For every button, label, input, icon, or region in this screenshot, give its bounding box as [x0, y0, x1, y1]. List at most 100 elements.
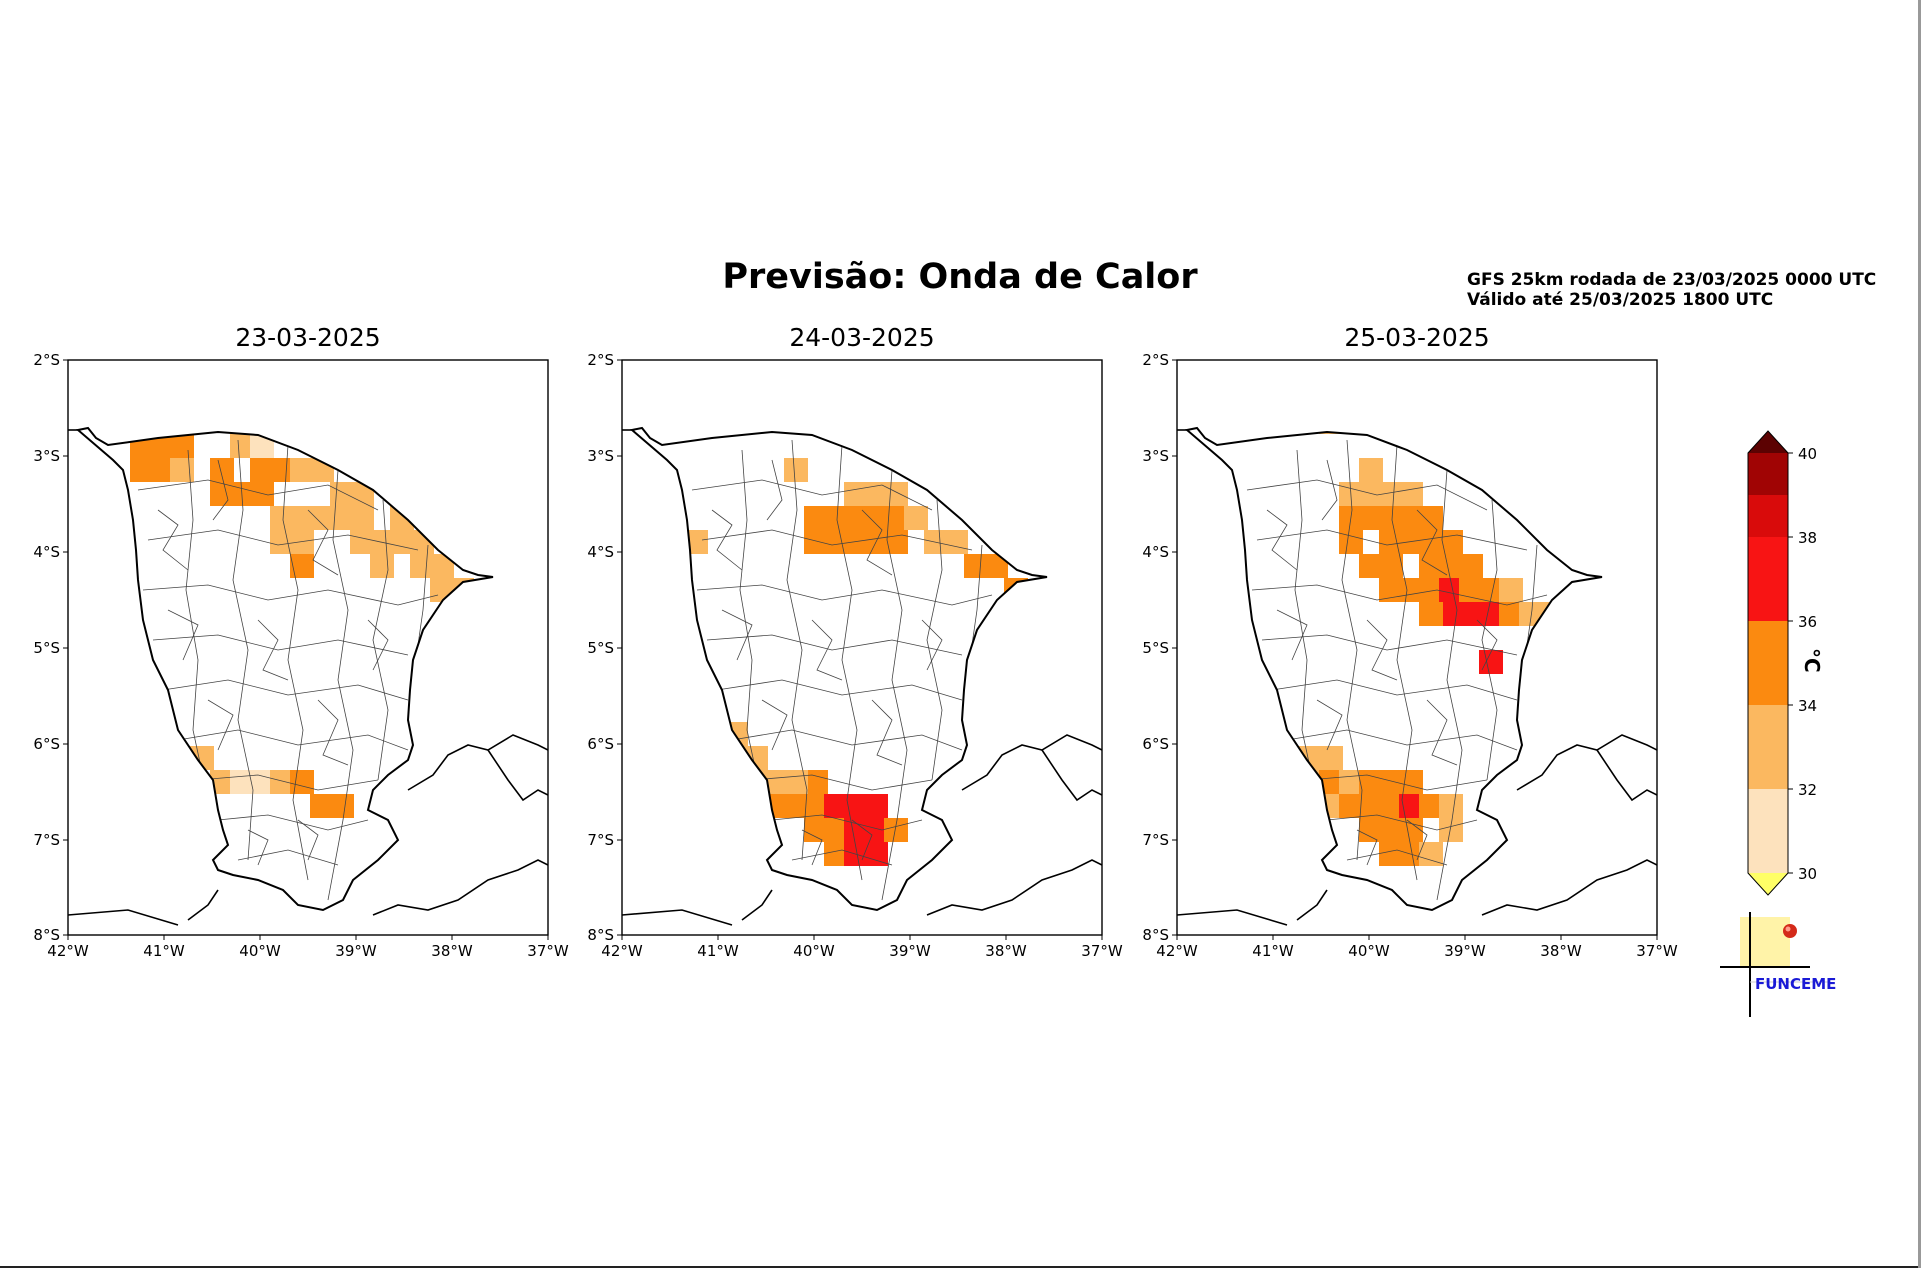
lat-tick-label: 7°S	[587, 831, 614, 849]
run-info-line1: GFS 25km rodada de 23/03/2025 0000 UTC	[1467, 270, 1877, 290]
heat-cell	[784, 458, 808, 482]
lat-tick-label: 7°S	[1142, 831, 1169, 849]
heat-cell	[1559, 626, 1583, 650]
heat-cell	[944, 530, 968, 554]
colorbar-under-arrow	[1748, 873, 1788, 895]
lat-tick-label: 4°S	[1142, 543, 1169, 561]
heat-cell	[1024, 626, 1047, 650]
bottom-border	[0, 1266, 1921, 1268]
heat-cell	[510, 650, 534, 674]
heat-cell	[290, 770, 314, 794]
heat-cell	[1044, 602, 1047, 626]
heat-cell	[724, 794, 748, 818]
heat-cell	[290, 530, 314, 554]
state-outline	[77, 427, 494, 911]
lat-tick-label: 6°S	[587, 735, 614, 753]
heat-cell	[350, 506, 374, 530]
lat-tick-label: 2°S	[1142, 351, 1169, 369]
heat-cell	[1419, 506, 1443, 530]
heat-cell	[1419, 602, 1443, 626]
lat-tick-label: 3°S	[587, 447, 614, 465]
heat-cell	[170, 434, 194, 458]
lat-tick-label: 4°S	[587, 543, 614, 561]
lon-tick-label: 38°W	[431, 942, 473, 960]
lon-tick-label: 37°W	[1081, 942, 1123, 960]
funceme-logo	[1720, 912, 1830, 1017]
heat-cell	[1439, 818, 1463, 842]
heat-cell	[1499, 578, 1523, 602]
lat-tick-label: 5°S	[33, 639, 60, 657]
lat-tick-label: 6°S	[1142, 735, 1169, 753]
lon-tick-label: 41°W	[1252, 942, 1294, 960]
heat-cell	[290, 554, 314, 578]
heat-cell	[884, 818, 908, 842]
heat-cell	[1399, 818, 1423, 842]
colorbar-segment	[1748, 621, 1788, 705]
run-info: GFS 25km rodada de 23/03/2025 0000 UTC V…	[1467, 270, 1876, 310]
logo-text: FUNCEME	[1755, 975, 1837, 993]
heat-cell	[1439, 530, 1463, 554]
lon-tick-label: 40°W	[1348, 942, 1390, 960]
heat-cell	[1359, 458, 1383, 482]
colorbar-tick-label: 40	[1798, 445, 1817, 463]
heat-cell	[864, 794, 888, 818]
heat-cell	[230, 428, 254, 434]
lon-tick-label: 42°W	[1156, 942, 1198, 960]
lon-tick-label: 39°W	[335, 942, 377, 960]
lat-tick-label: 8°S	[587, 926, 614, 944]
heat-cell	[390, 506, 414, 530]
lat-tick-label: 8°S	[1142, 926, 1169, 944]
heat-cell	[1319, 746, 1343, 770]
lon-tick-label: 37°W	[527, 942, 569, 960]
lon-tick-label: 38°W	[1540, 942, 1582, 960]
heat-cell	[984, 554, 1008, 578]
heat-cell	[1399, 770, 1423, 794]
colorbar-unit: °C	[1800, 648, 1824, 673]
heat-cell	[724, 722, 748, 746]
colorbar-segment	[1748, 453, 1788, 495]
heat-cell	[470, 602, 493, 626]
lat-tick-label: 2°S	[587, 351, 614, 369]
heat-cell	[744, 794, 768, 818]
heat-cell	[1299, 794, 1323, 818]
lat-tick-label: 6°S	[33, 735, 60, 753]
colorbar-over-arrow	[1748, 431, 1788, 453]
heat-cell	[1399, 482, 1423, 506]
lon-tick-label: 41°W	[697, 942, 739, 960]
heat-cell	[1319, 428, 1343, 434]
lat-tick-label: 4°S	[33, 543, 60, 561]
heat-cell	[430, 554, 454, 578]
panel-date-2: 24-03-2025	[789, 323, 935, 352]
panel-date-3: 25-03-2025	[1344, 323, 1490, 352]
heat-cell	[370, 554, 394, 578]
heat-cell	[210, 458, 234, 482]
heat-cell	[704, 794, 728, 818]
lat-tick-label: 8°S	[33, 926, 60, 944]
colorbar-tick-label: 30	[1798, 865, 1817, 883]
heat-cell	[1479, 650, 1503, 674]
colorbar-segment	[1748, 495, 1788, 537]
run-info-line2: Válido até 25/03/2025 1800 UTC	[1467, 290, 1774, 310]
lat-tick-label: 7°S	[33, 831, 60, 849]
heat-cell	[250, 482, 274, 506]
heat-cell	[1024, 602, 1047, 626]
heat-cell	[1459, 554, 1483, 578]
colorbar-tick-label: 32	[1798, 781, 1817, 799]
lon-tick-label: 39°W	[889, 942, 931, 960]
heat-cell	[1379, 554, 1403, 578]
lat-tick-label: 5°S	[1142, 639, 1169, 657]
heat-cell	[1064, 626, 1088, 650]
lon-tick-label: 41°W	[143, 942, 185, 960]
heat-cells	[684, 458, 1088, 866]
lon-tick-label: 38°W	[985, 942, 1027, 960]
lon-tick-label: 42°W	[601, 942, 643, 960]
heat-cell	[250, 434, 274, 458]
lon-tick-label: 42°W	[47, 942, 89, 960]
lat-tick-label: 3°S	[1142, 447, 1169, 465]
heat-cell	[490, 626, 493, 650]
lon-tick-label: 40°W	[239, 942, 281, 960]
heat-cell	[904, 506, 928, 530]
map-panel-2: 42°W 41°W 40°W 39°W 38°W 37°W 2°S 3°S 4°S 5°S 6°S 7…	[587, 351, 1122, 960]
heat-cell	[884, 530, 908, 554]
